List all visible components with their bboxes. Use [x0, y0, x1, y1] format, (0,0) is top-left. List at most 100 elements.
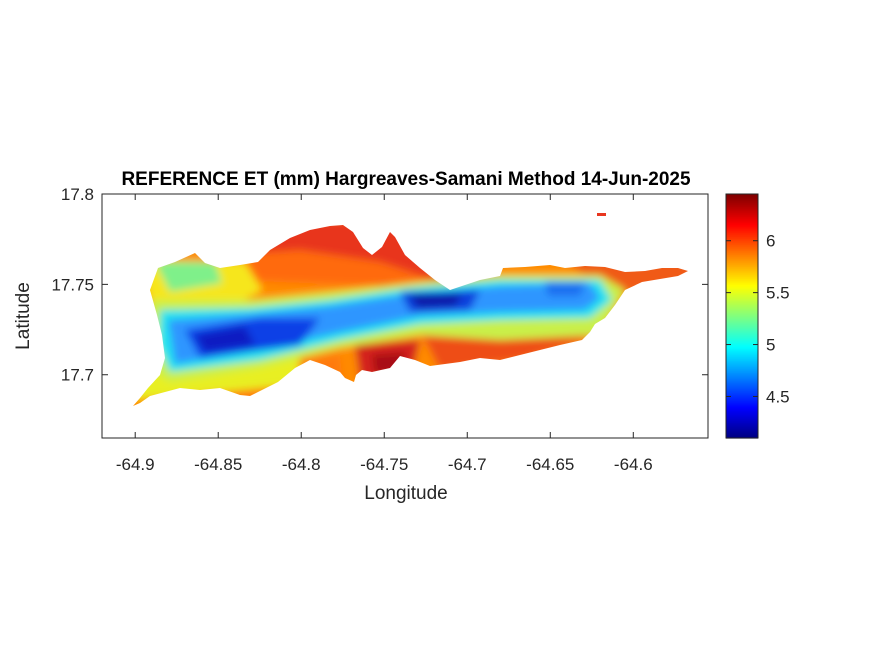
- colorbar-cell: [726, 386, 758, 389]
- colorbar-cell: [726, 282, 758, 285]
- x-tick-label: -64.8: [282, 455, 321, 474]
- colorbar-cell: [726, 372, 758, 375]
- y-tick-label: 17.7: [61, 366, 94, 385]
- colorbar-cell: [726, 384, 758, 387]
- colorbar-tick-label: 5.5: [766, 284, 790, 303]
- colorbar-cell: [726, 216, 758, 219]
- colorbar-cell: [726, 296, 758, 299]
- colorbar-cell: [726, 344, 758, 347]
- x-axis-label: Longitude: [364, 483, 447, 504]
- colorbar-cell: [726, 250, 758, 253]
- colorbar-cell: [726, 212, 758, 215]
- colorbar-cell: [726, 378, 758, 381]
- colorbar-cell: [726, 332, 758, 335]
- colorbar-frame: [725, 193, 759, 439]
- colorbar-cell: [726, 428, 758, 431]
- colorbar-cell: [726, 272, 758, 275]
- colorbar-ticks: 4.5 5 5.5 6: [726, 232, 790, 406]
- colorbar-cell: [726, 258, 758, 261]
- colorbar-cell: [726, 314, 758, 317]
- colorbar-cell: [726, 338, 758, 341]
- y-axis-label: Latitude: [13, 282, 34, 350]
- colorbar-cell: [726, 264, 758, 267]
- colorbar-cell: [726, 336, 758, 339]
- colorbar-cell: [726, 396, 758, 399]
- colorbar-cell: [726, 218, 758, 221]
- colorbar-cell: [726, 340, 758, 343]
- colorbar-cell: [726, 326, 758, 329]
- plot-area: -64.9 -64.85 -64.8 -64.75 -64.7 -64.65 -64.6 1…: [51, 185, 709, 474]
- colorbar-cell: [726, 234, 758, 237]
- colorbar-cell: [726, 412, 758, 415]
- colorbar-cell: [726, 348, 758, 351]
- colorbar-cell: [726, 256, 758, 259]
- colorbar-cell: [726, 276, 758, 279]
- colorbar-cell: [726, 300, 758, 303]
- colorbar-cell: [726, 414, 758, 417]
- colorbar-cell: [726, 222, 758, 225]
- colorbar-cell: [726, 380, 758, 383]
- colorbar-cell: [726, 232, 758, 235]
- colorbar-cell: [726, 392, 758, 395]
- colorbar-tick-label: 5: [766, 336, 775, 355]
- colorbar-cell: [726, 280, 758, 283]
- colorbar-tick-label: 4.5: [766, 387, 790, 406]
- heatmap-north-orange: [230, 250, 450, 285]
- colorbar-cell: [726, 418, 758, 421]
- colorbar-cell: [726, 312, 758, 315]
- x-tick-label: -64.7: [448, 455, 487, 474]
- colorbar-cell: [726, 288, 758, 291]
- colorbar-cell: [726, 422, 758, 425]
- colorbar-cell: [726, 274, 758, 277]
- colorbar-cell: [726, 200, 758, 203]
- colorbar-gradient: [726, 194, 758, 439]
- x-tick-label: -64.9: [116, 455, 155, 474]
- x-tick-label: -64.65: [526, 455, 574, 474]
- colorbar-cell: [726, 408, 758, 411]
- colorbar-cell: [726, 196, 758, 199]
- colorbar-cell: [726, 210, 758, 213]
- y-tick-label: 17.8: [61, 185, 94, 204]
- colorbar-cell: [726, 354, 758, 357]
- colorbar-cell: [726, 376, 758, 379]
- colorbar-cell: [726, 358, 758, 361]
- x-tick-label: -64.85: [194, 455, 242, 474]
- colorbar-cell: [726, 260, 758, 263]
- colorbar-cell: [726, 430, 758, 433]
- colorbar-cell: [726, 226, 758, 229]
- colorbar-cell: [726, 402, 758, 405]
- colorbar-cell: [726, 214, 758, 217]
- colorbar-cell: [726, 202, 758, 205]
- colorbar-cell: [726, 342, 758, 345]
- colorbar-cell: [726, 316, 758, 319]
- colorbar-cell: [726, 410, 758, 413]
- colorbar-cell: [726, 304, 758, 307]
- colorbar-cell: [726, 230, 758, 233]
- colorbar-cell: [726, 406, 758, 409]
- colorbar-cell: [726, 400, 758, 403]
- colorbar-cell: [726, 368, 758, 371]
- islet: [597, 213, 606, 216]
- colorbar-cell: [726, 398, 758, 401]
- colorbar-cell: [726, 302, 758, 305]
- colorbar-cell: [726, 262, 758, 265]
- colorbar-cell: [726, 242, 758, 245]
- heatmap-band-darkblue-east: [410, 294, 462, 308]
- colorbar-cell: [726, 270, 758, 273]
- colorbar-cell: [726, 322, 758, 325]
- colorbar-cell: [726, 356, 758, 359]
- colorbar-cell: [726, 278, 758, 281]
- colorbar-cell: [726, 294, 758, 297]
- colorbar-cell: [726, 266, 758, 269]
- colorbar-cell: [726, 388, 758, 391]
- colorbar-cell: [726, 346, 758, 349]
- colorbar-cell: [726, 292, 758, 295]
- colorbar-cell: [726, 434, 758, 437]
- colorbar-cell: [726, 370, 758, 373]
- colorbar-cell: [726, 208, 758, 211]
- colorbar-cell: [726, 352, 758, 355]
- colorbar: 4.5 5 5.5 6: [725, 193, 790, 439]
- colorbar-cell: [726, 330, 758, 333]
- colorbar-cell: [726, 248, 758, 251]
